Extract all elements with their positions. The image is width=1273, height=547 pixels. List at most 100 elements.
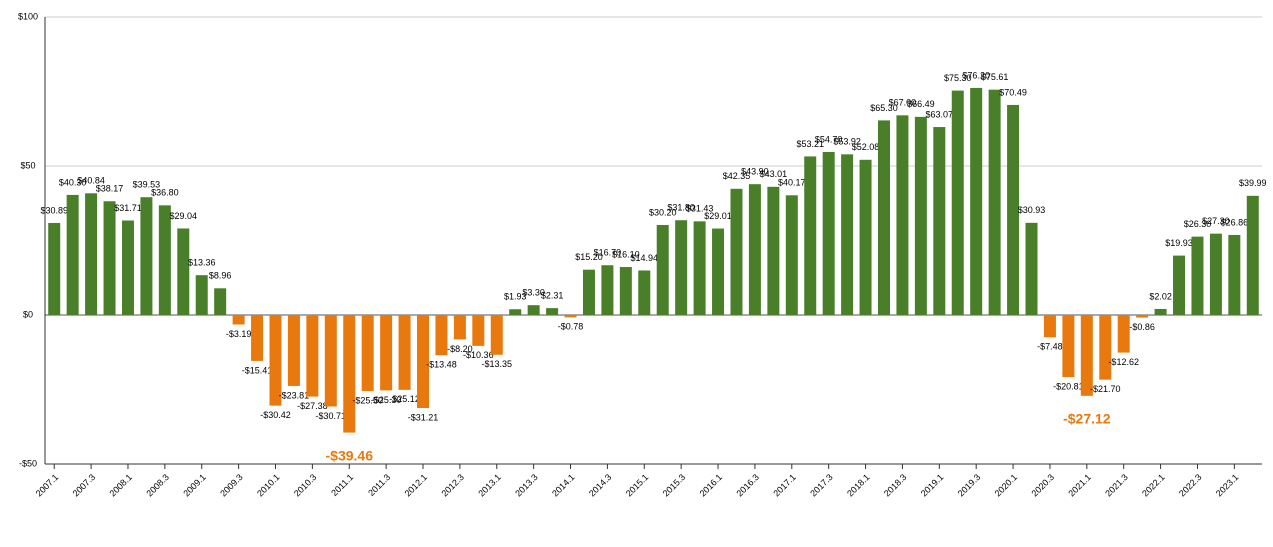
x-tick-label: 2012.1 [403,472,430,499]
bar [1191,236,1204,315]
x-tick-label: 2022.1 [1140,472,1167,499]
bar [324,315,337,407]
bar [398,315,411,390]
bar [988,89,1001,316]
data-label: $19.93 [1165,238,1193,248]
bar [103,201,116,315]
x-tick-label: 2015.1 [624,472,651,499]
bar [527,305,540,315]
x-tick-label: 2007.1 [34,472,61,499]
bar [1025,222,1038,315]
bar [453,315,466,340]
bar [158,205,171,315]
bar [656,225,669,315]
bar [435,315,448,356]
data-label: -$10.36 [463,350,494,360]
data-label: -$13.48 [426,360,457,370]
bar [121,220,134,315]
data-label: $53.92 [833,137,861,147]
data-label: $76.20 [962,70,990,80]
data-label: $1.93 [504,292,527,302]
y-tick-label: -$50 [19,458,37,468]
bar [306,315,319,397]
bar [214,288,227,315]
data-label: $39.99 [1239,178,1267,188]
data-label: -$39.46 [326,447,374,463]
x-tick-label: 2020.1 [993,472,1020,499]
data-label: $42.35 [723,171,751,181]
data-label: $2.31 [541,290,564,300]
data-label: $75.61 [981,72,1009,82]
x-tick-label: 2013.3 [513,472,540,499]
x-tick-label: 2014.3 [587,472,614,499]
bar [417,315,430,409]
data-label: -$8.20 [447,344,473,354]
data-label: -$30.71 [316,411,347,421]
data-label: $54.70 [815,134,843,144]
bar [140,197,153,315]
data-label: -$23.81 [279,390,310,400]
bar [601,265,614,315]
bar [675,220,688,315]
x-tick-label: 2017.1 [771,472,798,499]
data-label: $63.07 [926,109,954,119]
x-tick-label: 2017.3 [808,472,835,499]
data-label: -$15.41 [242,365,273,375]
data-label: -$27.12 [1063,411,1111,427]
data-label: $29.01 [704,211,732,221]
data-label: $16.10 [612,249,640,259]
bar [619,267,632,315]
data-label: $31.43 [686,204,714,214]
bar [48,222,61,315]
data-label: $66.49 [907,99,935,109]
bar [970,87,983,315]
bar [841,154,854,315]
bar [1117,315,1130,353]
bar [1099,315,1112,380]
data-label: $31.71 [114,203,142,213]
x-tick-label: 2010.1 [255,472,282,499]
bar [1173,255,1186,315]
x-tick-label: 2010.3 [292,472,319,499]
bar [1154,308,1167,315]
bar [767,186,780,315]
bar [195,275,208,315]
x-tick-label: 2018.1 [845,472,872,499]
data-label: $15.20 [575,252,603,262]
data-label: -$25.30 [371,395,402,405]
data-label: $67.00 [889,98,917,108]
data-label: -$13.35 [481,359,512,369]
bar [251,315,264,361]
bar [85,193,98,315]
bar [546,308,559,315]
data-label: $30.89 [40,205,68,215]
bar [1228,234,1241,315]
bar [66,194,79,315]
data-label: -$31.21 [408,412,439,422]
data-label: $26.86 [1221,217,1249,227]
data-label: $31.80 [667,203,695,213]
data-label: $3.30 [522,288,545,298]
bar [509,309,522,315]
x-tick-label: 2015.3 [661,472,688,499]
bar [933,127,946,316]
data-label: $29.04 [170,211,198,221]
bar [877,120,890,315]
bar [1080,315,1093,396]
bar [472,315,485,346]
data-label: -$0.86 [1129,322,1155,332]
bar [1062,315,1075,378]
data-label: $52.08 [852,142,880,152]
bar [380,315,393,391]
x-tick-label: 2016.1 [698,472,725,499]
x-tick-label: 2012.3 [439,472,466,499]
data-label: $13.36 [188,258,216,268]
bar [638,270,651,315]
data-label: $16.70 [594,248,622,258]
x-tick-label: 2008.1 [108,472,135,499]
data-label: $2.02 [1149,291,1172,301]
x-tick-label: 2007.3 [71,472,98,499]
data-label: $30.20 [649,207,677,217]
